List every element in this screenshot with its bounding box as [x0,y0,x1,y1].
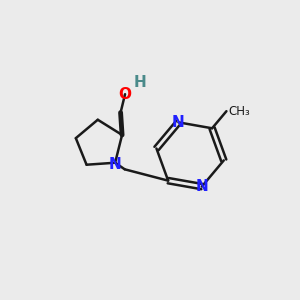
Text: O: O [118,87,131,102]
Text: N: N [195,179,208,194]
Text: N: N [172,115,185,130]
Text: H: H [134,75,147,90]
Text: CH₃: CH₃ [229,105,250,118]
Text: N: N [109,157,122,172]
